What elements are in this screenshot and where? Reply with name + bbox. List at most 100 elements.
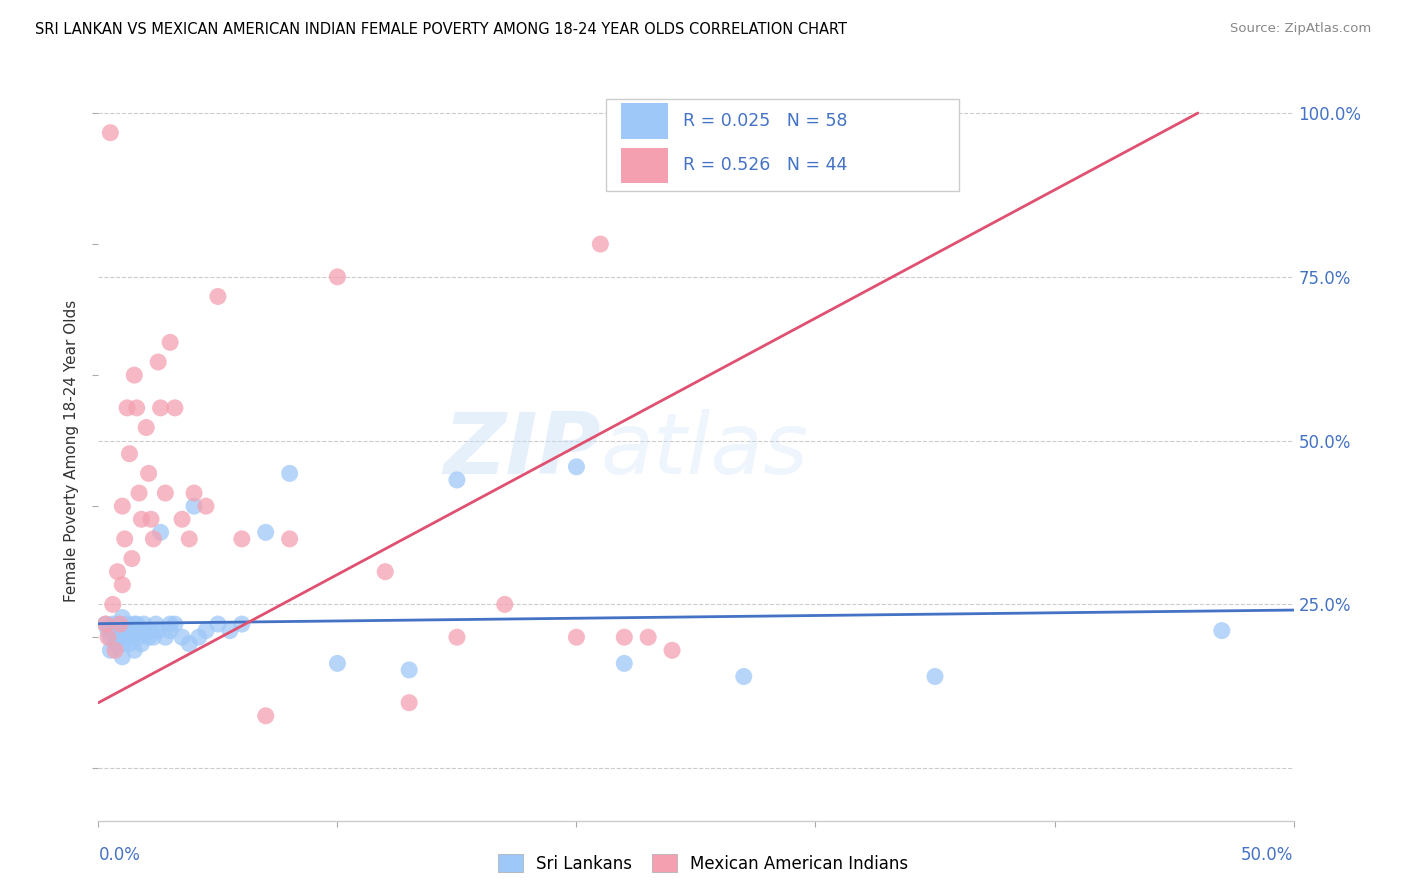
Point	[94, 617, 117, 632]
Point	[104, 643, 127, 657]
Point	[101, 598, 124, 612]
Point	[159, 624, 181, 638]
Point	[172, 512, 194, 526]
Point	[183, 486, 205, 500]
Point	[374, 565, 396, 579]
Point	[118, 624, 141, 638]
Point	[118, 637, 141, 651]
Legend: Sri Lankans, Mexican American Indians: Sri Lankans, Mexican American Indians	[491, 847, 915, 880]
Point	[565, 630, 588, 644]
Point	[159, 617, 181, 632]
Point	[254, 708, 277, 723]
Point	[124, 624, 146, 638]
Point	[149, 401, 172, 415]
Point	[613, 657, 636, 671]
Point	[398, 663, 420, 677]
Point	[111, 499, 134, 513]
Point	[107, 617, 129, 632]
Point	[124, 643, 146, 657]
Point	[142, 630, 165, 644]
Point	[613, 630, 636, 644]
Point	[124, 617, 146, 632]
Text: 50.0%: 50.0%	[1241, 846, 1294, 863]
Point	[138, 467, 160, 481]
Point	[121, 551, 143, 566]
Point	[159, 335, 181, 350]
Text: R = 0.025   N = 58: R = 0.025 N = 58	[683, 112, 848, 130]
Point	[207, 617, 229, 632]
Point	[94, 617, 117, 632]
Point	[207, 289, 229, 303]
Text: atlas: atlas	[600, 409, 808, 492]
Point	[219, 624, 242, 638]
Point	[183, 499, 205, 513]
Point	[142, 532, 165, 546]
Point	[107, 630, 129, 644]
FancyBboxPatch shape	[606, 99, 959, 191]
Point	[278, 532, 301, 546]
Point	[231, 532, 253, 546]
Point	[135, 624, 157, 638]
Point	[101, 617, 124, 632]
Point	[114, 624, 136, 638]
FancyBboxPatch shape	[620, 148, 668, 183]
Point	[108, 617, 131, 632]
Point	[98, 630, 122, 644]
Point	[104, 624, 127, 638]
Point	[254, 525, 277, 540]
Point	[398, 696, 420, 710]
Point	[115, 630, 138, 644]
Point	[326, 269, 349, 284]
Point	[111, 630, 134, 644]
Point	[231, 617, 253, 632]
Point	[118, 447, 141, 461]
Point	[108, 624, 131, 638]
Text: 0.0%: 0.0%	[98, 846, 141, 863]
Point	[446, 473, 468, 487]
Point	[446, 630, 468, 644]
Point	[115, 401, 138, 415]
Point	[589, 237, 612, 252]
Point	[111, 637, 134, 651]
Point	[195, 624, 218, 638]
Point	[115, 617, 138, 632]
Point	[661, 643, 683, 657]
Point	[139, 512, 162, 526]
Point	[97, 624, 120, 638]
Point	[131, 637, 153, 651]
Point	[139, 624, 162, 638]
Point	[121, 630, 143, 644]
Point	[148, 355, 170, 369]
FancyBboxPatch shape	[620, 103, 668, 139]
Point	[155, 486, 177, 500]
Text: SRI LANKAN VS MEXICAN AMERICAN INDIAN FEMALE POVERTY AMONG 18-24 YEAR OLDS CORRE: SRI LANKAN VS MEXICAN AMERICAN INDIAN FE…	[35, 22, 848, 37]
Point	[111, 624, 134, 638]
Point	[132, 617, 155, 632]
Point	[138, 630, 160, 644]
Point	[163, 401, 186, 415]
Point	[111, 578, 134, 592]
Point	[733, 669, 755, 683]
Point	[637, 630, 659, 644]
Text: Source: ZipAtlas.com: Source: ZipAtlas.com	[1230, 22, 1371, 36]
Point	[179, 532, 201, 546]
Point	[131, 512, 153, 526]
Point	[131, 624, 153, 638]
Point	[326, 657, 349, 671]
Point	[128, 486, 150, 500]
Point	[278, 467, 301, 481]
Point	[145, 617, 167, 632]
Y-axis label: Female Poverty Among 18-24 Year Olds: Female Poverty Among 18-24 Year Olds	[65, 300, 79, 601]
Point	[135, 420, 157, 434]
Point	[148, 624, 170, 638]
Point	[128, 630, 150, 644]
Point	[124, 368, 146, 383]
Point	[565, 459, 588, 474]
Point	[111, 649, 134, 664]
Point	[924, 669, 946, 683]
Point	[195, 499, 218, 513]
Point	[107, 565, 129, 579]
Point	[98, 126, 122, 140]
Point	[179, 637, 201, 651]
Point	[125, 401, 148, 415]
